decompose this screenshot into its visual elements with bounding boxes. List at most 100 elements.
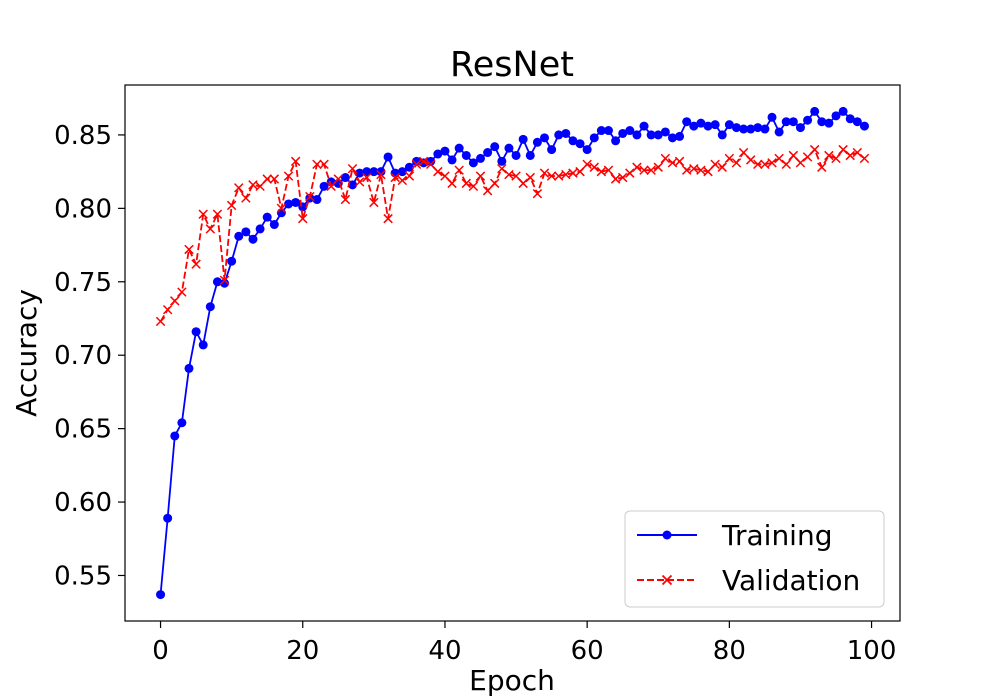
validation-point — [354, 177, 365, 187]
validation-point — [809, 144, 820, 155]
validation-point — [369, 197, 379, 208]
validation-point — [767, 158, 777, 168]
validation-point — [603, 165, 614, 175]
y-tick-label: 0.65 — [54, 415, 112, 445]
validation-point — [539, 168, 550, 178]
validation-point — [418, 156, 429, 167]
validation-point — [219, 275, 230, 286]
validation-point — [610, 174, 621, 184]
validation-point — [184, 244, 194, 255]
validation-point — [774, 153, 784, 164]
validation-point — [290, 156, 301, 167]
validation-point — [674, 156, 685, 167]
training-point — [419, 158, 429, 168]
training-point — [753, 123, 763, 133]
training-point — [483, 148, 493, 158]
training-point — [241, 227, 251, 237]
training-point — [440, 146, 450, 156]
validation-point — [831, 153, 841, 164]
validation-point — [738, 147, 749, 158]
validation-point — [433, 166, 443, 177]
training-point — [532, 137, 542, 147]
training-point — [284, 199, 294, 209]
legend-training-label: Training — [721, 519, 832, 552]
training-point — [603, 126, 613, 136]
y-tick-label: 0.55 — [54, 561, 112, 591]
training-point — [340, 173, 350, 183]
training-point — [227, 256, 237, 266]
legend: Training Validation — [624, 510, 885, 608]
training-point — [689, 121, 699, 131]
training-point — [575, 139, 585, 149]
training-point — [710, 120, 720, 130]
training-point — [781, 117, 791, 127]
training-point — [667, 133, 677, 143]
validation-point — [362, 172, 372, 183]
validation-point — [589, 162, 599, 172]
validation-point — [696, 165, 706, 175]
training-point — [205, 302, 215, 312]
y-tick-label: 0.70 — [54, 341, 112, 371]
y-tick-label: 0.60 — [54, 488, 112, 518]
training-point — [447, 155, 457, 165]
validation-point — [212, 209, 223, 219]
training-point — [589, 133, 599, 143]
validation-point — [262, 174, 272, 184]
training-point — [177, 418, 187, 428]
training-point — [774, 127, 784, 137]
training-point — [831, 111, 841, 121]
validation-point — [504, 169, 514, 180]
training-point — [639, 121, 649, 131]
training-point — [504, 143, 514, 153]
validation-point — [468, 181, 479, 192]
training-point — [362, 167, 372, 177]
training-point — [760, 124, 770, 134]
validation-point — [795, 158, 806, 168]
legend-training-marker — [662, 530, 672, 540]
validation-series-line — [159, 148, 866, 322]
validation-point — [162, 304, 173, 315]
validation-point — [333, 174, 344, 184]
training-point — [184, 363, 194, 373]
validation-point — [838, 144, 848, 155]
training-point — [383, 152, 393, 162]
chart-title: ResNet — [450, 45, 574, 85]
training-point — [269, 220, 279, 230]
validation-point — [525, 172, 536, 183]
validation-point — [276, 203, 287, 214]
validation-point — [454, 165, 464, 175]
training-point — [212, 277, 222, 287]
validation-point — [312, 159, 322, 170]
validation-point — [248, 180, 258, 190]
validation-point — [625, 168, 635, 178]
training-point — [632, 130, 642, 140]
training-point — [276, 208, 286, 218]
validation-point — [155, 316, 166, 327]
validation-point — [532, 188, 543, 199]
validation-point — [703, 166, 713, 177]
training-point — [817, 117, 827, 127]
training-point — [234, 231, 244, 241]
training-point — [675, 131, 685, 141]
training-point — [724, 120, 734, 130]
validation-point — [226, 200, 237, 211]
validation-point — [347, 163, 358, 174]
training-point — [696, 118, 706, 128]
validation-point — [376, 169, 386, 180]
training-point — [312, 195, 322, 205]
y-tick-label: 0.85 — [54, 121, 112, 151]
training-point — [433, 149, 443, 159]
validation-point — [845, 150, 855, 161]
validation-point — [632, 162, 642, 172]
validation-point — [191, 259, 201, 269]
validation-point — [817, 162, 827, 172]
validation-point — [283, 171, 294, 181]
validation-point — [518, 178, 528, 189]
validation-point — [596, 166, 607, 177]
training-point — [539, 133, 549, 143]
validation-point — [859, 153, 870, 164]
training-point — [625, 126, 635, 136]
validation-point — [582, 159, 592, 170]
training-point — [468, 158, 478, 168]
training-point — [262, 212, 272, 222]
